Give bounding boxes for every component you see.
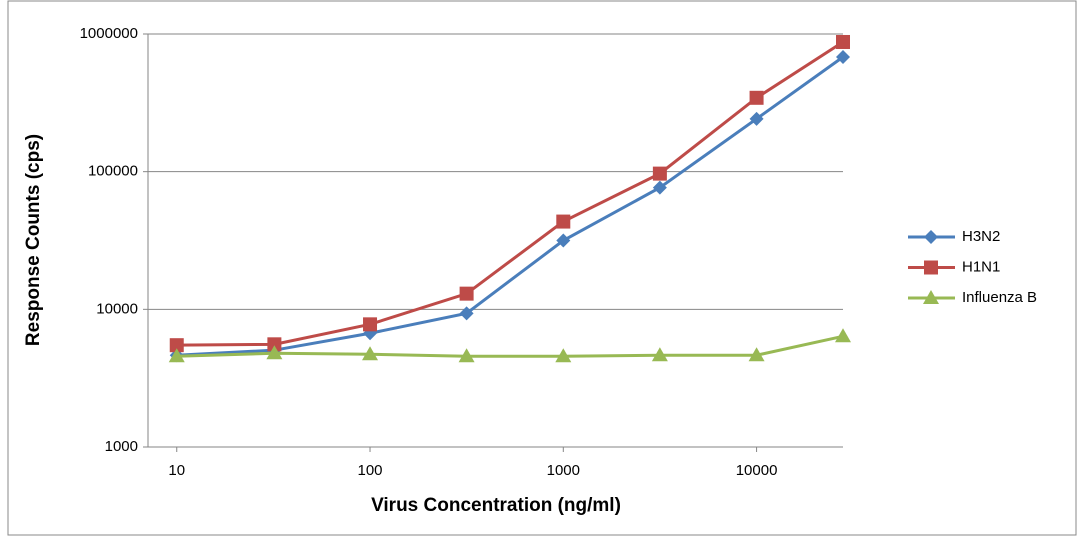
x-tick-label: 100: [358, 462, 383, 479]
series-line: [176, 40, 844, 347]
legend-label: Influenza B: [962, 289, 1037, 306]
x-axis-title: Virus Concentration (ng/ml): [371, 495, 621, 516]
marker: [749, 90, 764, 105]
marker: [836, 49, 850, 64]
marker: [363, 317, 378, 332]
marker: [835, 328, 851, 343]
marker: [652, 180, 667, 195]
marker: [168, 348, 185, 363]
y-tick-label: 100000: [88, 163, 138, 180]
marker: [267, 337, 282, 352]
legend-label: H3N2: [962, 228, 1000, 245]
marker: [555, 348, 572, 363]
marker: [362, 346, 379, 361]
marker: [169, 338, 184, 353]
marker: [923, 290, 939, 304]
y-tick-label: 10000: [96, 300, 138, 317]
marker: [266, 345, 283, 360]
marker: [651, 347, 668, 362]
y-tick-label: 1000000: [80, 25, 138, 42]
y-tick-label: 1000: [105, 438, 138, 455]
marker: [556, 233, 571, 248]
marker: [556, 214, 571, 229]
marker: [836, 34, 850, 49]
y-axis-title: Response Counts (cps): [23, 134, 44, 346]
marker: [924, 230, 938, 244]
chart-border: [7, 0, 1077, 536]
series-line: [176, 334, 844, 358]
marker: [652, 166, 667, 181]
series-line: [176, 55, 844, 357]
marker: [749, 111, 764, 126]
marker: [924, 260, 938, 275]
x-tick-label: 1000: [547, 462, 580, 479]
marker: [459, 306, 474, 321]
marker: [458, 348, 475, 363]
marker: [459, 286, 474, 301]
x-tick-label: 10000: [736, 462, 778, 479]
x-tick-label: 10: [168, 462, 185, 479]
legend-label: H1N1: [962, 258, 1000, 275]
marker: [748, 347, 765, 362]
